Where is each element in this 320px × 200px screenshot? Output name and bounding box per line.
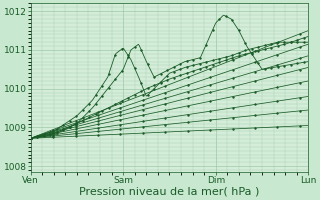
X-axis label: Pression niveau de la mer( hPa ): Pression niveau de la mer( hPa ) bbox=[79, 187, 260, 197]
